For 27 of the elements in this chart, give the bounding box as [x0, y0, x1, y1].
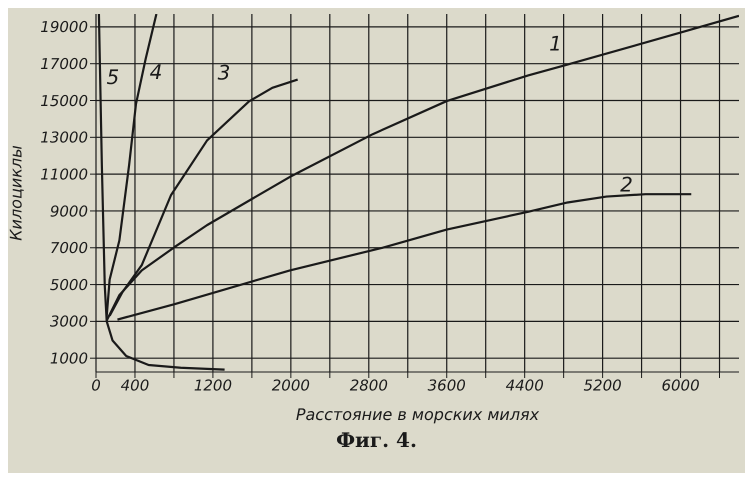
- text: Фиг. 4.: [335, 428, 418, 452]
- y-tick-label: 3000: [50, 312, 88, 331]
- x-tick-label: 2800: [350, 376, 388, 395]
- y-tick-label: 5000: [50, 276, 88, 294]
- y-tick-label: 17000: [40, 55, 88, 74]
- y-tick-label: 1000: [50, 350, 88, 368]
- x-tick-label: 2000: [272, 376, 310, 395]
- series-label: 5: [106, 65, 120, 89]
- x-tick-label: 4400: [506, 376, 544, 395]
- series-label: 1: [549, 32, 562, 56]
- x-axis-title: Расстояние в морских милях: [296, 405, 540, 424]
- x-tick-label: 400: [120, 376, 150, 395]
- y-tick-label: 11000: [40, 165, 88, 184]
- y-tick-label: 13000: [40, 128, 88, 147]
- x-tick-label: 0: [91, 376, 101, 395]
- x-tick-label: 1200: [194, 376, 232, 395]
- series-label: 3: [218, 60, 230, 84]
- x-tick-label: 6000: [661, 376, 700, 395]
- x-tick-label: 3600: [428, 376, 466, 395]
- series-label: 4: [150, 60, 162, 84]
- y-tick-label: 19000: [40, 18, 88, 36]
- y-tick-label: 7000: [50, 239, 88, 258]
- x-tick-label: 5200: [584, 376, 622, 395]
- series-label: 2: [620, 172, 633, 197]
- y-axis-title: Килоциклы: [6, 145, 26, 241]
- y-tick-label: 9000: [50, 202, 88, 220]
- y-tick-label: 15000: [40, 92, 88, 110]
